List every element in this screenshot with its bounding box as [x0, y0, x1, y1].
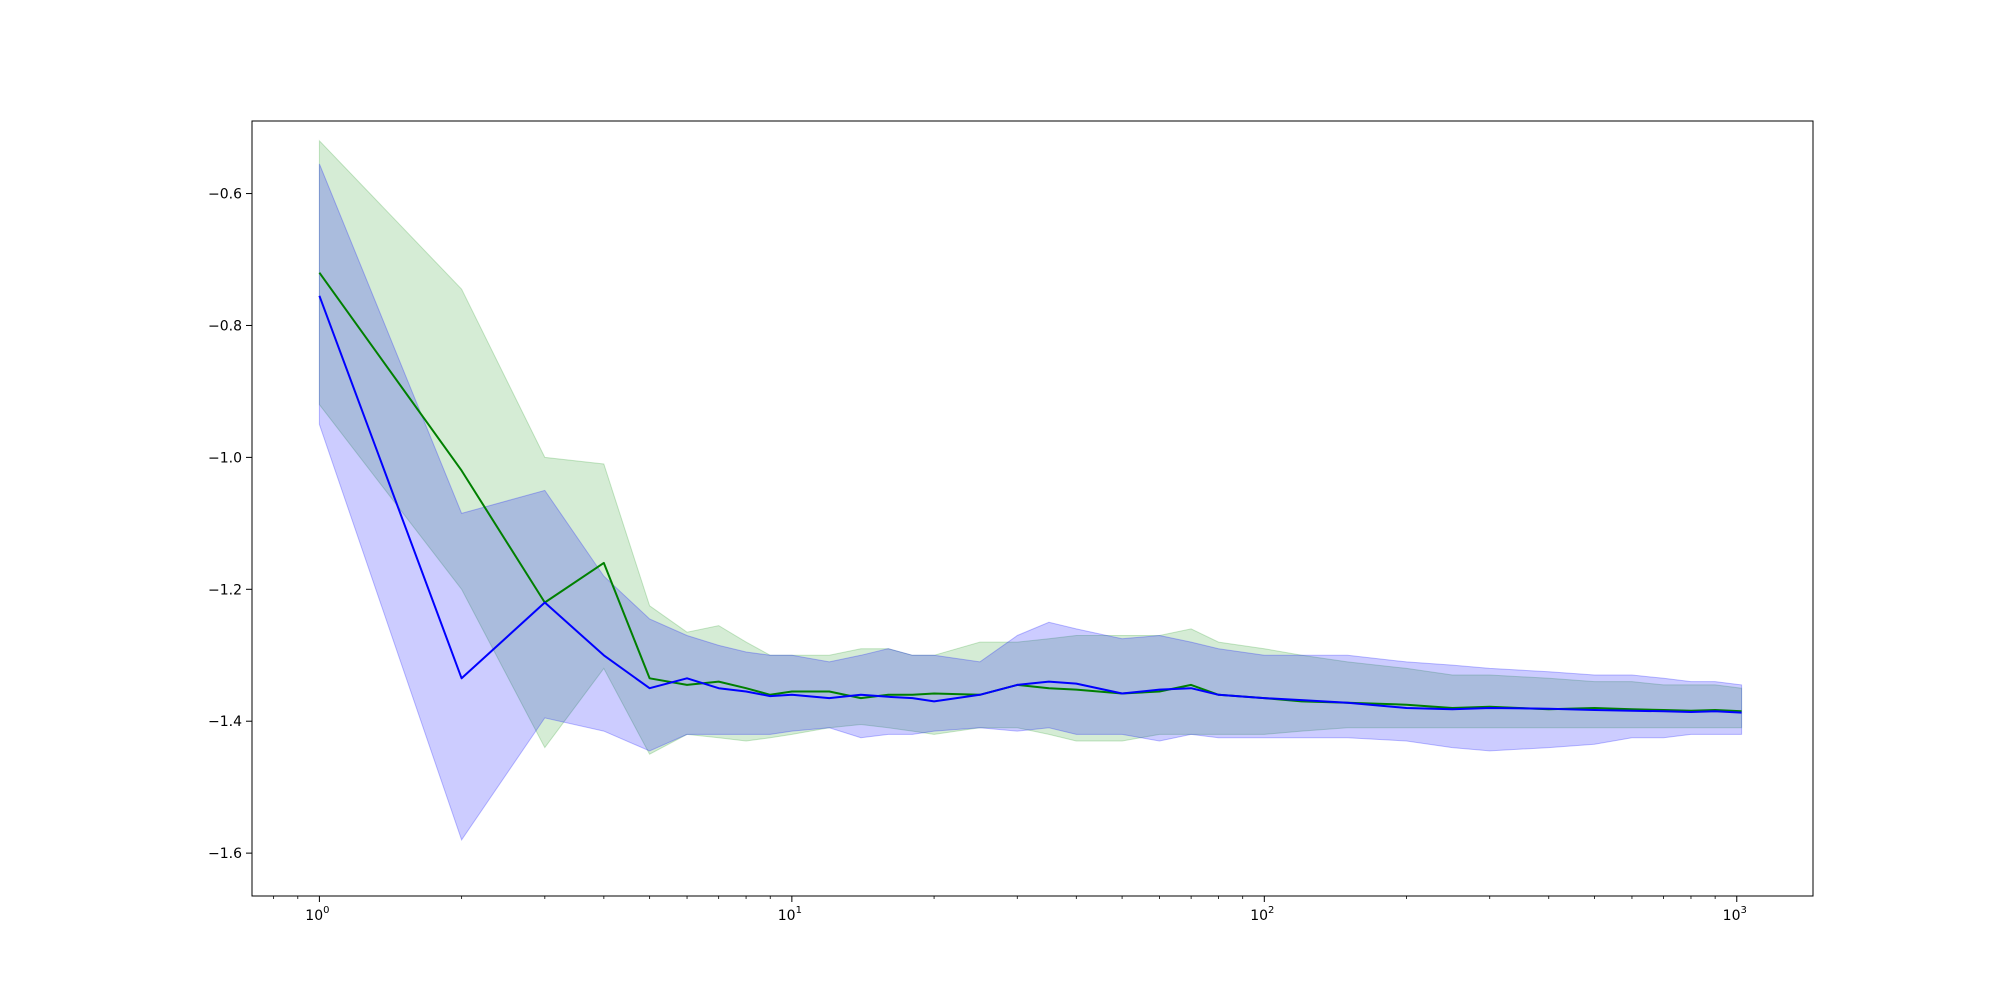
series-lines — [318, 272, 1742, 714]
y-tick-label: −1.6 — [208, 846, 242, 862]
y-tick-label: −1.4 — [208, 714, 242, 730]
y-tick-label: −0.6 — [208, 187, 242, 203]
series-2-line — [318, 295, 1742, 714]
confidence-bands — [318, 139, 1743, 842]
x-tick-exponent: 2 — [1268, 905, 1274, 916]
y-tick-label: −1.2 — [208, 582, 242, 598]
x-tick-exponent: 1 — [796, 905, 802, 916]
y-tick-label: −0.8 — [208, 318, 242, 334]
plot-frame — [251, 120, 1814, 897]
y-tick-label: −1.0 — [208, 450, 242, 466]
series-2-band — [318, 163, 1743, 842]
series-1-band — [318, 139, 1743, 755]
x-tick-exponent: 3 — [1740, 905, 1746, 916]
y-axis: −0.6 −0.8 −1.0 −1.2 −1.4 −1.6 — [208, 187, 252, 862]
x-tick-exponent: 0 — [323, 905, 329, 916]
